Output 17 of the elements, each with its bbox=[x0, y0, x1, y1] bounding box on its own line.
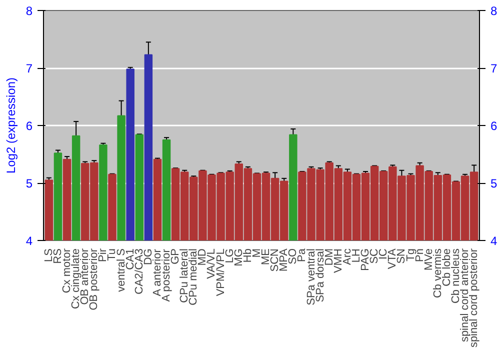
x-tick-label: MVe bbox=[422, 248, 435, 271]
y-tick-label: 4 bbox=[26, 234, 33, 248]
y2-tick-label: 4 bbox=[490, 234, 498, 248]
y-axis-title: Log2 (expression) bbox=[4, 77, 18, 174]
x-tick-label: A posterior bbox=[160, 248, 173, 302]
x-tick-label: RS bbox=[52, 248, 64, 264]
y-tick-label: 7 bbox=[26, 62, 33, 76]
x-tick-label: spinal cord posterior bbox=[468, 248, 480, 348]
y2-tick-label: 5 bbox=[490, 176, 498, 190]
y-tick-label: 5 bbox=[26, 176, 33, 190]
y2-tick-label: 8 bbox=[490, 4, 498, 18]
y-tick-label: 6 bbox=[26, 119, 33, 133]
y-tick-label: 8 bbox=[26, 4, 33, 18]
y2-tick-label: 6 bbox=[490, 119, 498, 133]
x-tick-label: Pa bbox=[296, 248, 308, 262]
x-tick-label: OB posterior bbox=[88, 248, 100, 310]
y2-tick-label: 7 bbox=[490, 62, 498, 76]
